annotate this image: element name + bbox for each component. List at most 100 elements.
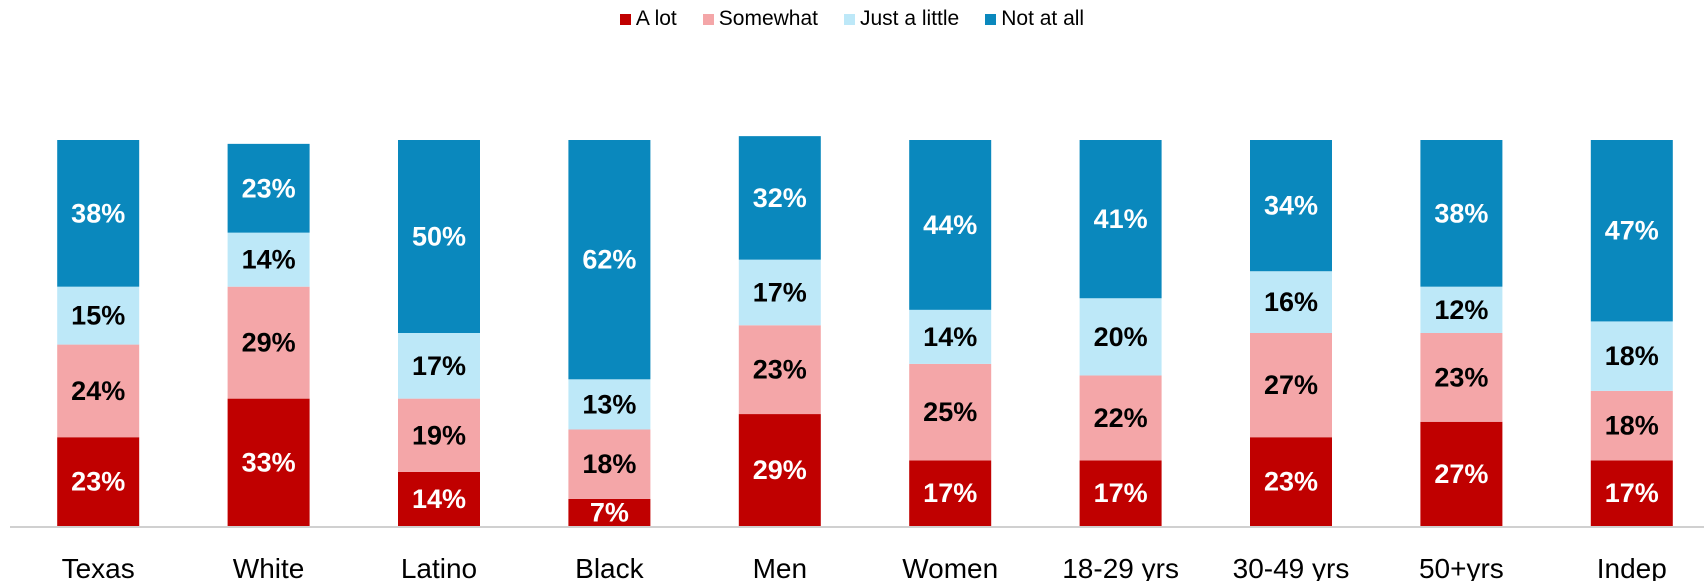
bar-segment-not-at-all	[738, 136, 821, 260]
bar-segment-somewhat	[1420, 333, 1503, 422]
legend-label: A lot	[635, 7, 677, 30]
bar-segment-a-lot	[909, 460, 992, 526]
data-label: 17%	[1605, 478, 1659, 508]
bar-segment-a-lot	[1420, 421, 1503, 526]
bar-segment-a-lot	[398, 471, 480, 526]
category-label: 30-49 yrs	[1233, 553, 1350, 581]
category-label: Black	[575, 553, 644, 581]
data-label: 44%	[923, 210, 977, 240]
data-label: 29%	[753, 455, 807, 485]
bar-segment-somewhat	[1590, 390, 1673, 461]
category-label: Texas	[62, 553, 135, 581]
legend-swatch	[844, 13, 855, 25]
bar-segment-somewhat	[909, 363, 992, 461]
bar-segment-just-a-little	[909, 309, 992, 364]
category-label: 18-29 yrs	[1062, 553, 1179, 581]
bar-segment-somewhat	[398, 398, 480, 472]
data-label: 33%	[242, 447, 296, 477]
bar-segment-somewhat	[568, 429, 651, 499]
bar-segment-not-at-all	[1420, 140, 1503, 287]
data-label: 27%	[1264, 370, 1318, 400]
legend: A lot Somewhat Just a little Not at all	[0, 7, 1704, 31]
legend-label: Somewhat	[718, 7, 818, 30]
category-label: Latino	[401, 553, 477, 581]
bar-segment-not-at-all	[1590, 140, 1673, 322]
bar-segment-just-a-little	[1250, 271, 1332, 333]
bar-segment-a-lot	[57, 437, 140, 526]
data-label: 18%	[582, 449, 636, 479]
bar-segment-somewhat	[57, 344, 140, 438]
bar-segment-somewhat	[1079, 375, 1162, 461]
data-label: 23%	[1264, 467, 1318, 497]
bar-segment-not-at-all	[568, 140, 651, 380]
bar-segment-not-at-all	[1250, 140, 1332, 272]
data-label: 23%	[242, 173, 296, 203]
data-label: 19%	[412, 420, 466, 450]
bar-segment-just-a-little	[1079, 298, 1162, 376]
bar-segment-just-a-little	[227, 232, 310, 287]
data-label: 32%	[753, 183, 807, 213]
data-label: 14%	[412, 484, 466, 514]
data-label: 15%	[71, 301, 125, 331]
data-label: 22%	[1094, 403, 1148, 433]
data-label: 38%	[71, 198, 125, 228]
data-label: 47%	[1605, 216, 1659, 246]
data-label: 34%	[1264, 191, 1318, 221]
bar-segment-just-a-little	[57, 286, 140, 345]
bar-segment-just-a-little	[738, 259, 821, 326]
bar-segment-not-at-all	[1079, 140, 1162, 299]
data-label: 62%	[582, 245, 636, 275]
bar-segment-a-lot	[1250, 437, 1332, 526]
legend-swatch	[985, 13, 997, 25]
legend-label: Just a little	[860, 7, 960, 30]
category-label: 50+yrs	[1419, 553, 1504, 581]
data-label: 13%	[582, 389, 636, 419]
bar-segment-just-a-little	[398, 333, 480, 399]
data-label: 38%	[1434, 198, 1488, 228]
data-label: 16%	[1264, 287, 1318, 317]
data-label: 14%	[923, 322, 977, 352]
bar-segment-somewhat	[1250, 333, 1332, 438]
data-label: 23%	[71, 467, 125, 497]
legend-item-just-a-little: Just a little	[844, 7, 959, 31]
data-label: 24%	[71, 376, 125, 406]
bar-segment-a-lot	[568, 498, 651, 526]
bar-segment-not-at-all	[398, 140, 480, 333]
bar-segment-a-lot	[1590, 460, 1673, 526]
legend-item-not-at-all: Not at all	[985, 7, 1084, 31]
data-label: 17%	[923, 478, 977, 508]
legend-swatch	[619, 13, 631, 25]
bar-segment-just-a-little	[1590, 321, 1673, 391]
category-label: White	[233, 553, 305, 581]
bar-segment-not-at-all	[57, 140, 140, 287]
bar-segment-somewhat	[738, 325, 821, 415]
bar-segment-a-lot	[227, 398, 310, 526]
data-label: 7%	[590, 497, 629, 527]
bar-segment-a-lot	[1079, 460, 1162, 526]
data-label: 41%	[1094, 204, 1148, 234]
data-label: 12%	[1434, 295, 1488, 325]
data-label: 25%	[923, 397, 977, 427]
data-label: 27%	[1434, 459, 1488, 489]
data-label: 23%	[1434, 362, 1488, 392]
data-label: 18%	[1605, 411, 1659, 441]
legend-label: Not at all	[1001, 7, 1085, 30]
data-label: 14%	[242, 245, 296, 275]
data-label: 23%	[753, 355, 807, 385]
data-label: 20%	[1094, 322, 1148, 352]
bar-segment-a-lot	[738, 414, 821, 526]
data-label: 18%	[1605, 341, 1659, 371]
legend-swatch	[702, 13, 714, 25]
legend-item-somewhat: Somewhat	[702, 7, 818, 31]
data-label: 29%	[242, 328, 296, 358]
bar-segment-not-at-all	[227, 143, 310, 233]
data-label: 50%	[412, 222, 466, 252]
category-label: Women	[902, 553, 998, 581]
bar-segment-just-a-little	[1420, 286, 1503, 333]
data-label: 17%	[1094, 478, 1148, 508]
bar-segment-just-a-little	[568, 379, 651, 430]
bar-segment-not-at-all	[909, 140, 992, 310]
data-label: 17%	[753, 277, 807, 307]
bar-segment-somewhat	[227, 286, 310, 399]
